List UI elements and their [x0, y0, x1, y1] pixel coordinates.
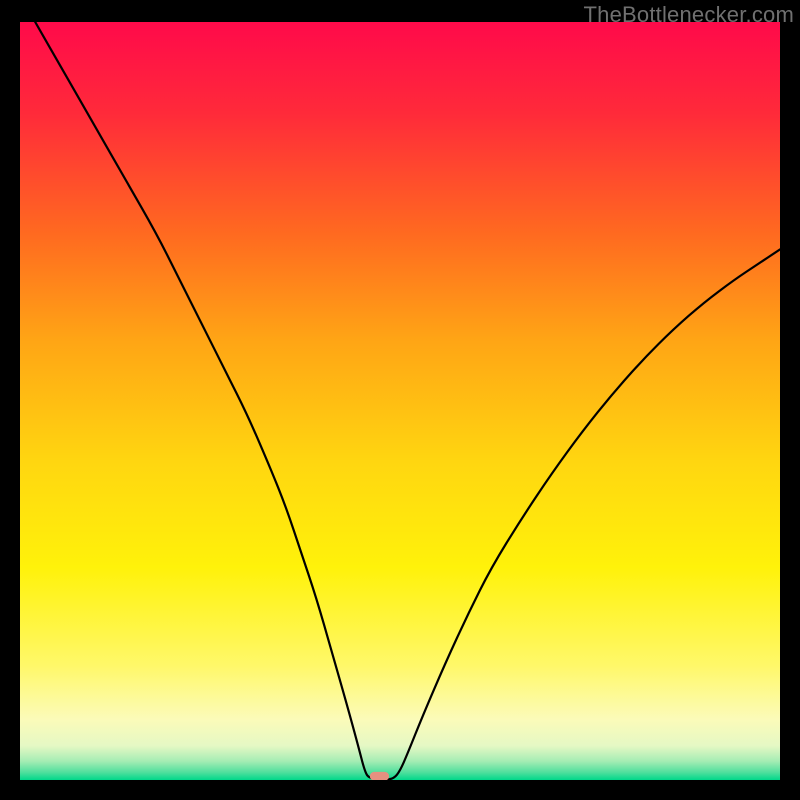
watermark-text: TheBottlenecker.com: [584, 2, 794, 28]
gradient-background: [20, 22, 780, 780]
chart-root: TheBottlenecker.com: [0, 0, 800, 800]
plot-area: [20, 22, 780, 780]
optimal-marker: [370, 772, 388, 780]
plot-svg: [20, 22, 780, 780]
